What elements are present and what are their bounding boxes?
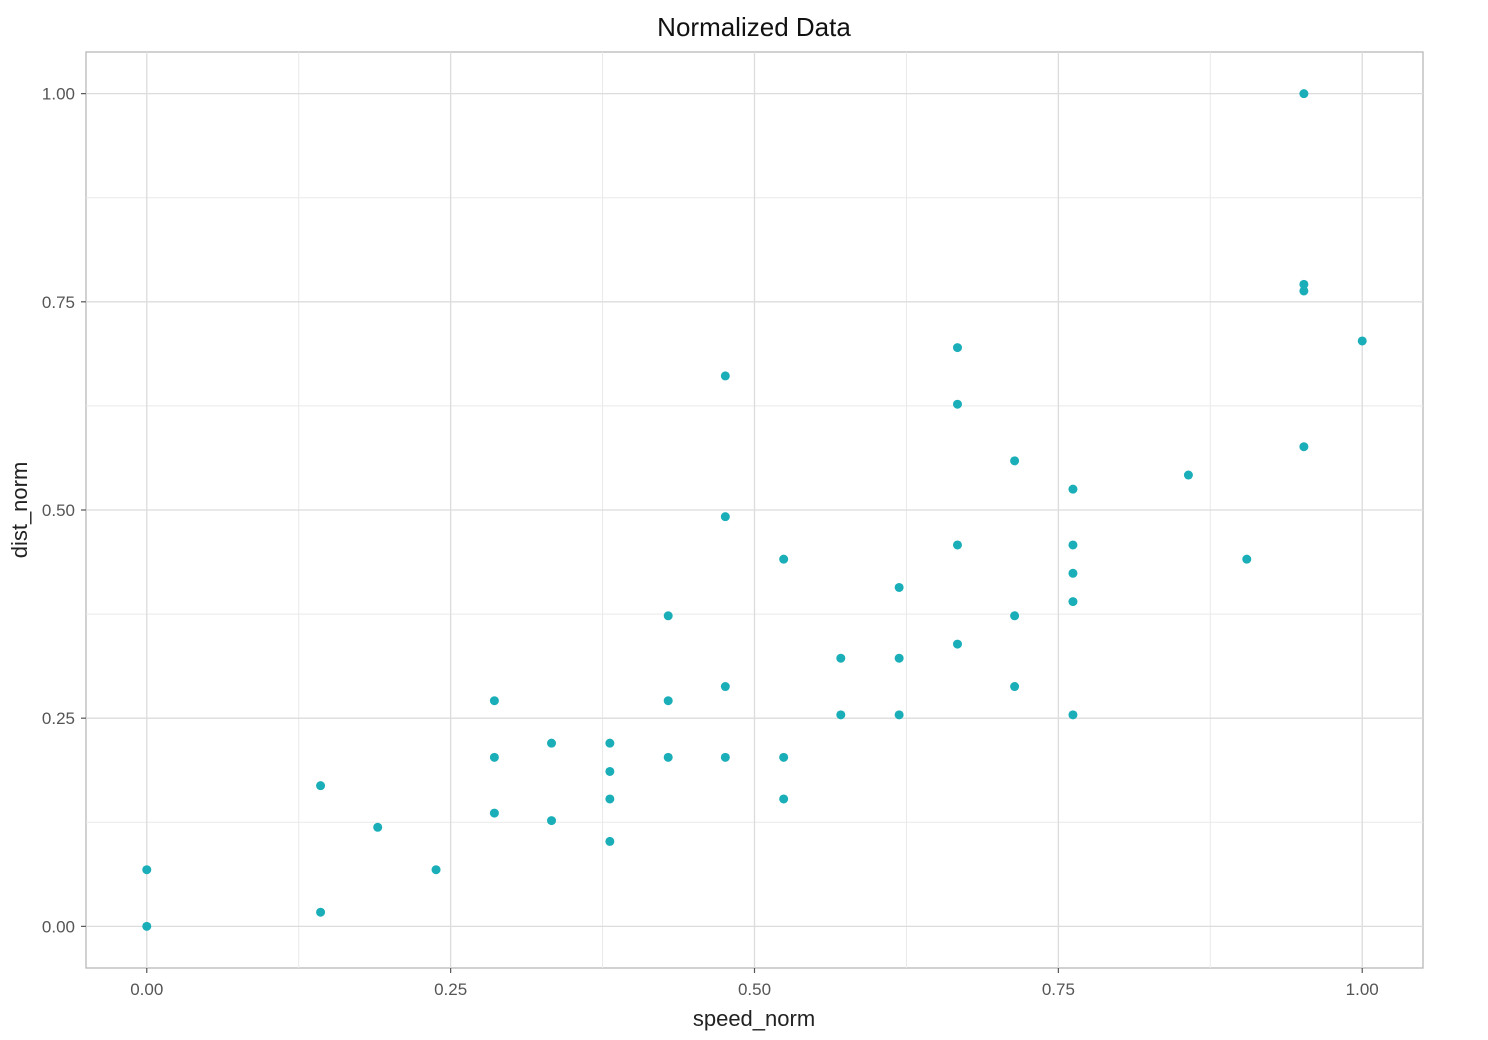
data-point	[1299, 286, 1309, 296]
x-tick-label: 0.50	[738, 980, 771, 999]
data-point	[952, 343, 962, 353]
y-tick-label: 0.50	[42, 501, 75, 520]
data-point	[142, 865, 152, 875]
data-point	[316, 907, 326, 917]
data-point	[547, 738, 557, 748]
data-point	[489, 808, 499, 818]
data-point	[894, 710, 904, 720]
data-point	[779, 554, 789, 564]
data-point	[1010, 611, 1020, 621]
data-point	[605, 738, 615, 748]
data-point	[316, 781, 326, 791]
data-point	[779, 752, 789, 762]
data-point	[1010, 456, 1020, 466]
data-point	[431, 865, 441, 875]
data-point	[605, 836, 615, 846]
data-point	[720, 371, 730, 381]
data-point	[142, 921, 152, 931]
data-point	[1068, 568, 1078, 578]
data-point	[1299, 89, 1309, 99]
x-tick-label: 0.00	[130, 980, 163, 999]
data-point	[952, 639, 962, 649]
data-point	[836, 710, 846, 720]
data-points	[142, 89, 1367, 931]
data-point	[1010, 682, 1020, 692]
data-point	[605, 794, 615, 804]
x-tick-label: 0.75	[1042, 980, 1075, 999]
major-gridlines	[86, 52, 1423, 968]
x-tick-label: 0.25	[434, 980, 467, 999]
data-point	[720, 512, 730, 522]
data-point	[663, 696, 673, 706]
data-point	[1068, 484, 1078, 494]
data-point	[952, 540, 962, 550]
y-tick-label: 0.75	[42, 293, 75, 312]
data-point	[1299, 442, 1309, 452]
y-tick-label: 1.00	[42, 85, 75, 104]
y-axis-label: dist_norm	[7, 462, 32, 559]
y-axis-ticks: 0.00 0.25 0.50 0.75 1.00	[42, 85, 86, 936]
data-point	[605, 766, 615, 776]
data-point	[1357, 336, 1367, 346]
data-point	[663, 752, 673, 762]
data-point	[894, 653, 904, 663]
x-axis-ticks: 0.00 0.25 0.50 0.75 1.00	[130, 968, 1379, 999]
data-point	[894, 582, 904, 592]
y-tick-label: 0.25	[42, 709, 75, 728]
data-point	[1183, 470, 1193, 480]
data-point	[489, 696, 499, 706]
data-point	[720, 682, 730, 692]
data-point	[952, 399, 962, 409]
data-point	[836, 653, 846, 663]
y-tick-label: 0.00	[42, 917, 75, 936]
data-point	[373, 822, 383, 832]
data-point	[1242, 554, 1252, 564]
data-point	[663, 611, 673, 621]
data-point	[1068, 540, 1078, 550]
data-point	[1068, 710, 1078, 720]
data-point	[1299, 279, 1309, 289]
x-tick-label: 1.00	[1346, 980, 1379, 999]
data-point	[779, 794, 789, 804]
data-point	[1068, 597, 1078, 607]
x-axis-label: speed_norm	[693, 1006, 815, 1031]
data-point	[547, 816, 557, 826]
data-point	[489, 752, 499, 762]
data-point	[720, 752, 730, 762]
chart-title: Normalized Data	[657, 12, 851, 42]
